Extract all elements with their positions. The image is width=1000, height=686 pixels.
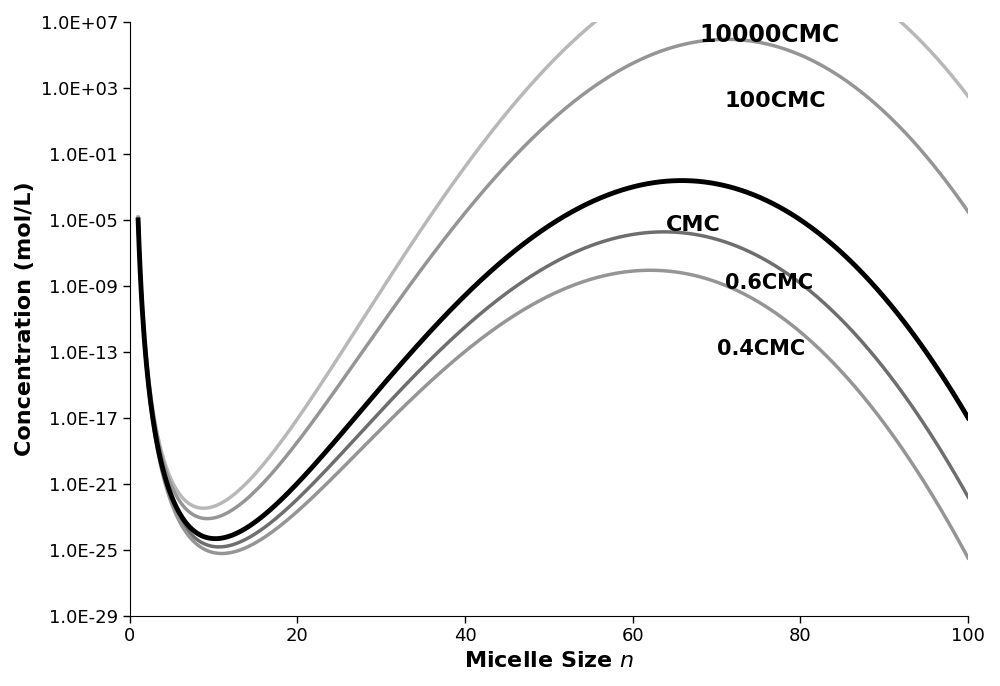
Text: CMC: CMC xyxy=(666,215,721,235)
X-axis label: Micelle Size $n$: Micelle Size $n$ xyxy=(464,651,634,671)
Y-axis label: Concentration (mol/L): Concentration (mol/L) xyxy=(15,182,35,456)
Text: 0.4CMC: 0.4CMC xyxy=(717,338,805,359)
Text: 10000CMC: 10000CMC xyxy=(700,23,840,47)
Text: 0.6CMC: 0.6CMC xyxy=(725,272,813,292)
Text: 100CMC: 100CMC xyxy=(725,91,827,111)
